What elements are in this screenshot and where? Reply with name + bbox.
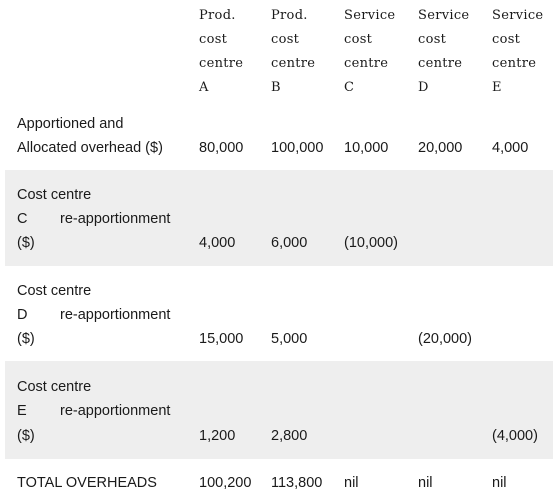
header-line: cost xyxy=(344,32,373,47)
total-label: TOTAL OVERHEADS xyxy=(17,475,157,491)
header-line: cost xyxy=(492,32,521,47)
header-line: cost xyxy=(418,32,447,47)
cell-b: 2,800 xyxy=(271,428,308,444)
header-line: Service xyxy=(492,8,544,23)
row-label-unit: ($) xyxy=(17,331,35,347)
header-line: Prod. xyxy=(271,8,308,23)
row-label: Apportioned and xyxy=(17,116,124,132)
header-col-a: Prod. cost centre A xyxy=(199,4,243,100)
cell-e: 4,000 xyxy=(492,140,529,156)
row-label: Cost centre xyxy=(17,283,92,299)
row-label: re-apportionment xyxy=(60,307,171,323)
row-label-code: E xyxy=(17,403,27,419)
header-line: centre xyxy=(199,56,244,71)
cell-a: 100,200 xyxy=(199,475,252,491)
row-label-unit: ($) xyxy=(17,428,35,444)
cell-b: 113,800 xyxy=(271,475,323,491)
header-line: Prod. xyxy=(199,8,236,23)
cell-b: 5,000 xyxy=(271,331,308,347)
cell-d: nil xyxy=(418,475,433,491)
cell-a: 1,200 xyxy=(199,428,236,444)
header-line: centre xyxy=(418,56,463,71)
header-line: centre xyxy=(271,56,316,71)
cell-c: (10,000) xyxy=(344,235,399,251)
row-band-c xyxy=(5,170,553,266)
row-band-e xyxy=(5,361,553,459)
cell-c: nil xyxy=(344,475,359,491)
cell-b: 6,000 xyxy=(271,235,308,251)
cell-a: 4,000 xyxy=(199,235,236,251)
header-line: C xyxy=(344,80,355,95)
header-line: E xyxy=(492,80,502,95)
row-label-code: C xyxy=(17,211,28,227)
header-line: Service xyxy=(344,8,396,23)
header-line: D xyxy=(418,80,429,95)
header-line: cost xyxy=(199,32,228,47)
header-line: Service xyxy=(418,8,470,23)
row-label-code: D xyxy=(17,307,28,323)
header-line: B xyxy=(271,80,281,95)
cell-c: 10,000 xyxy=(344,140,389,156)
header-col-b: Prod. cost centre B xyxy=(271,4,315,100)
cell-e: nil xyxy=(492,475,507,491)
header-line: centre xyxy=(492,56,537,71)
header-col-c: Service cost centre C xyxy=(344,4,395,100)
row-label: Allocated overhead ($) xyxy=(17,140,163,156)
row-label: re-apportionment xyxy=(60,403,171,419)
header-line: centre xyxy=(344,56,389,71)
cell-a: 15,000 xyxy=(199,331,244,347)
header-line: A xyxy=(199,80,209,95)
cell-d: (20,000) xyxy=(418,331,473,347)
cell-d: 20,000 xyxy=(418,140,463,156)
cell-b: 100,000 xyxy=(271,140,324,156)
row-label-unit: ($) xyxy=(17,235,35,251)
cell-e: (4,000) xyxy=(492,428,538,444)
row-label: Cost centre xyxy=(17,187,92,203)
header-col-e: Service cost centre E xyxy=(492,4,543,100)
row-label: re-apportionment xyxy=(60,211,171,227)
row-label: Cost centre xyxy=(17,379,92,395)
header-line: cost xyxy=(271,32,300,47)
header-col-d: Service cost centre D xyxy=(418,4,469,100)
cell-a: 80,000 xyxy=(199,140,244,156)
